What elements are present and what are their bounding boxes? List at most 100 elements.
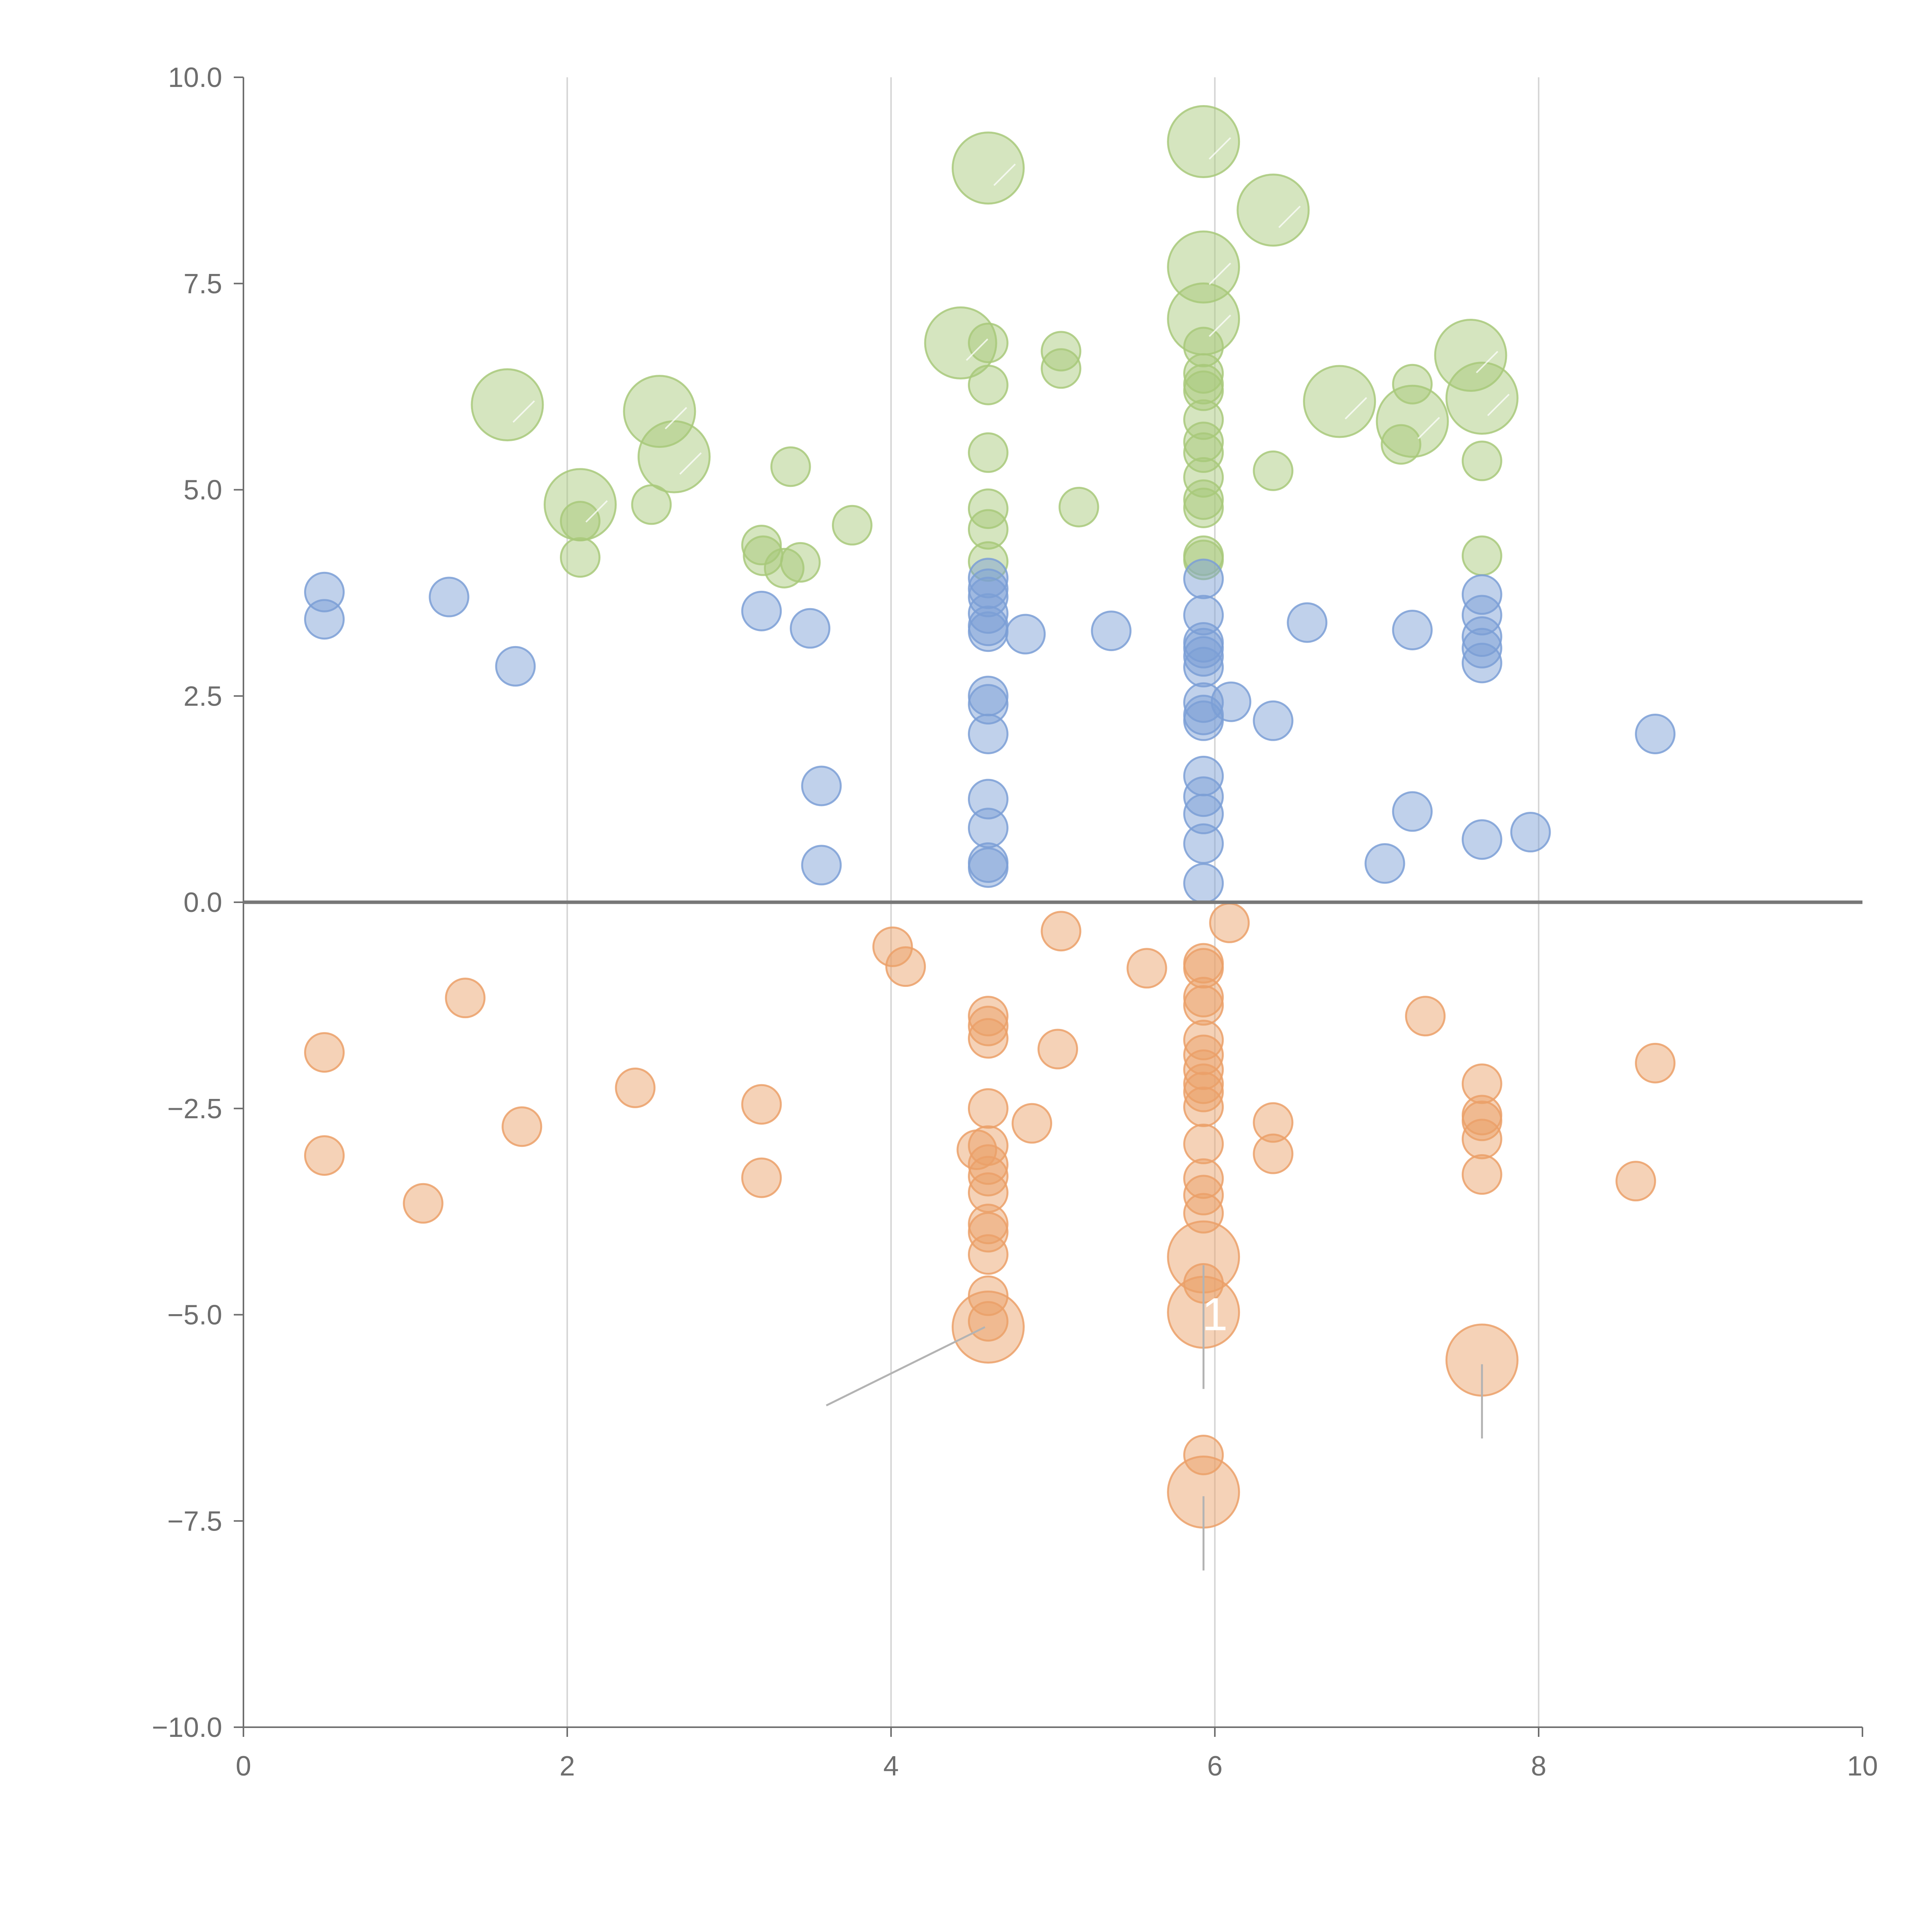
annotation-leader-line <box>826 1326 986 1406</box>
bubble-orange <box>615 1067 656 1108</box>
bubble-orange <box>1183 1049 1224 1090</box>
bubble-orange <box>1126 948 1167 989</box>
bubble-orange <box>1461 1063 1502 1104</box>
bubble-orange <box>1253 1102 1294 1143</box>
annotation-leader-line <box>993 163 1016 186</box>
y-tick-label: 5.0 <box>184 475 222 506</box>
bubble-green <box>1392 364 1433 405</box>
annotation-leader-line <box>585 500 608 523</box>
annotation-leader-line <box>966 338 988 361</box>
bubble-green <box>1041 331 1082 372</box>
y-tick-label: −7.5 <box>167 1506 222 1537</box>
bubble-orange <box>1183 1086 1224 1127</box>
bubble-green <box>1461 440 1502 481</box>
bubble-blue <box>1211 681 1252 722</box>
x-tick-label: 8 <box>1531 1751 1546 1782</box>
bubble-blue <box>1183 636 1224 677</box>
bubble-green <box>1183 432 1224 473</box>
bubble-orange <box>1615 1161 1656 1202</box>
bubble-blue <box>1461 595 1502 636</box>
x-tick-label: 2 <box>560 1751 575 1782</box>
annotation-leader-line <box>1487 394 1510 416</box>
bubble-blue <box>1183 863 1224 904</box>
bubble-orange <box>872 926 913 967</box>
bubble-orange <box>1183 985 1224 1026</box>
bubble-green <box>968 488 1009 529</box>
leader-lines <box>512 137 1510 1571</box>
bubble-orange <box>502 1106 543 1147</box>
axes: 10.0 7.5 5.0 2.5 0.0 −2.5 −5.0 −7.5 −10.0 0 2 4 6 8 10 <box>152 62 1878 1782</box>
bubble-orange <box>1405 996 1446 1037</box>
bubble-orange <box>968 1088 1009 1129</box>
y-tick-label: −2.5 <box>167 1094 222 1124</box>
bubble-blue <box>1091 611 1132 651</box>
bubble-orange <box>304 1135 345 1176</box>
annotation-leader-line <box>665 407 687 430</box>
bubble-orange <box>1183 1175 1224 1216</box>
bubble-green <box>1167 230 1240 304</box>
bubble-orange <box>1183 1034 1224 1075</box>
bubbles <box>304 105 1676 1529</box>
bubble-orange <box>1635 1043 1676 1083</box>
annotation-leader-line <box>512 400 535 423</box>
annotation-label: 1 <box>1202 1289 1228 1340</box>
annotation-leader-line <box>1209 262 1231 285</box>
bubble-orange <box>1183 1124 1224 1165</box>
bubble-green <box>1434 318 1507 392</box>
bubble-orange <box>968 1018 1009 1059</box>
bubble-green <box>951 131 1025 205</box>
bubble-blue <box>429 577 469 617</box>
annotation-leader-line <box>1209 315 1231 337</box>
y-tick-label: −5.0 <box>167 1300 222 1331</box>
bubble-orange <box>1183 1434 1224 1475</box>
annotation-labels: 1 <box>1202 1289 1228 1340</box>
bubble-green <box>560 501 601 542</box>
bubble-blue <box>1183 823 1224 864</box>
bubble-green <box>1058 486 1099 527</box>
bubble-orange <box>968 1204 1009 1245</box>
bubble-orange <box>1037 1029 1078 1070</box>
bubble-blue <box>304 599 345 640</box>
bubble-orange <box>1041 911 1082 952</box>
bubble-blue <box>801 845 842 886</box>
bubble-green <box>780 542 821 583</box>
bubble-green <box>560 537 601 578</box>
bubble-blue <box>968 577 1009 617</box>
bubble-green <box>1303 365 1376 438</box>
bubble-green <box>1183 422 1224 463</box>
bubble-green <box>764 548 804 588</box>
bubble-orange <box>968 996 1009 1037</box>
bubble-blue <box>968 611 1009 652</box>
bubble-blue <box>1183 776 1224 817</box>
bubble-green <box>1183 457 1224 498</box>
bubble-green <box>471 368 544 442</box>
x-tick-label: 6 <box>1207 1751 1223 1782</box>
annotation-leader-line <box>1476 351 1498 373</box>
bubble-green <box>968 364 1009 405</box>
x-tick-label: 0 <box>236 1751 251 1782</box>
y-tick-label: −10.0 <box>152 1712 222 1743</box>
annotation-leader-line <box>1209 137 1231 160</box>
bubble-orange <box>968 1212 1009 1253</box>
bubble-orange <box>304 1032 345 1073</box>
bubble-blue <box>968 779 1009 820</box>
x-tick-label: 10 <box>1847 1751 1878 1782</box>
bubble-blue <box>1461 574 1502 615</box>
bubble-blue <box>790 608 830 649</box>
bubble-green <box>1381 424 1422 465</box>
bubble-orange <box>1209 902 1250 943</box>
bubble-orange <box>968 1005 1009 1046</box>
y-tick-label: 0.0 <box>184 887 222 918</box>
bubble-orange <box>1461 1119 1502 1160</box>
annotation-leader-line <box>679 452 702 475</box>
bubble-orange <box>403 1183 444 1224</box>
bubble-green <box>631 484 672 525</box>
bubble-green <box>1041 348 1082 389</box>
bubble-orange <box>741 1084 782 1125</box>
bubble-blue <box>1183 558 1224 599</box>
bubble-blue <box>968 847 1009 888</box>
bubble-orange <box>968 1144 1009 1185</box>
bubble-blue <box>1461 819 1502 860</box>
bubble-blue <box>968 684 1009 725</box>
